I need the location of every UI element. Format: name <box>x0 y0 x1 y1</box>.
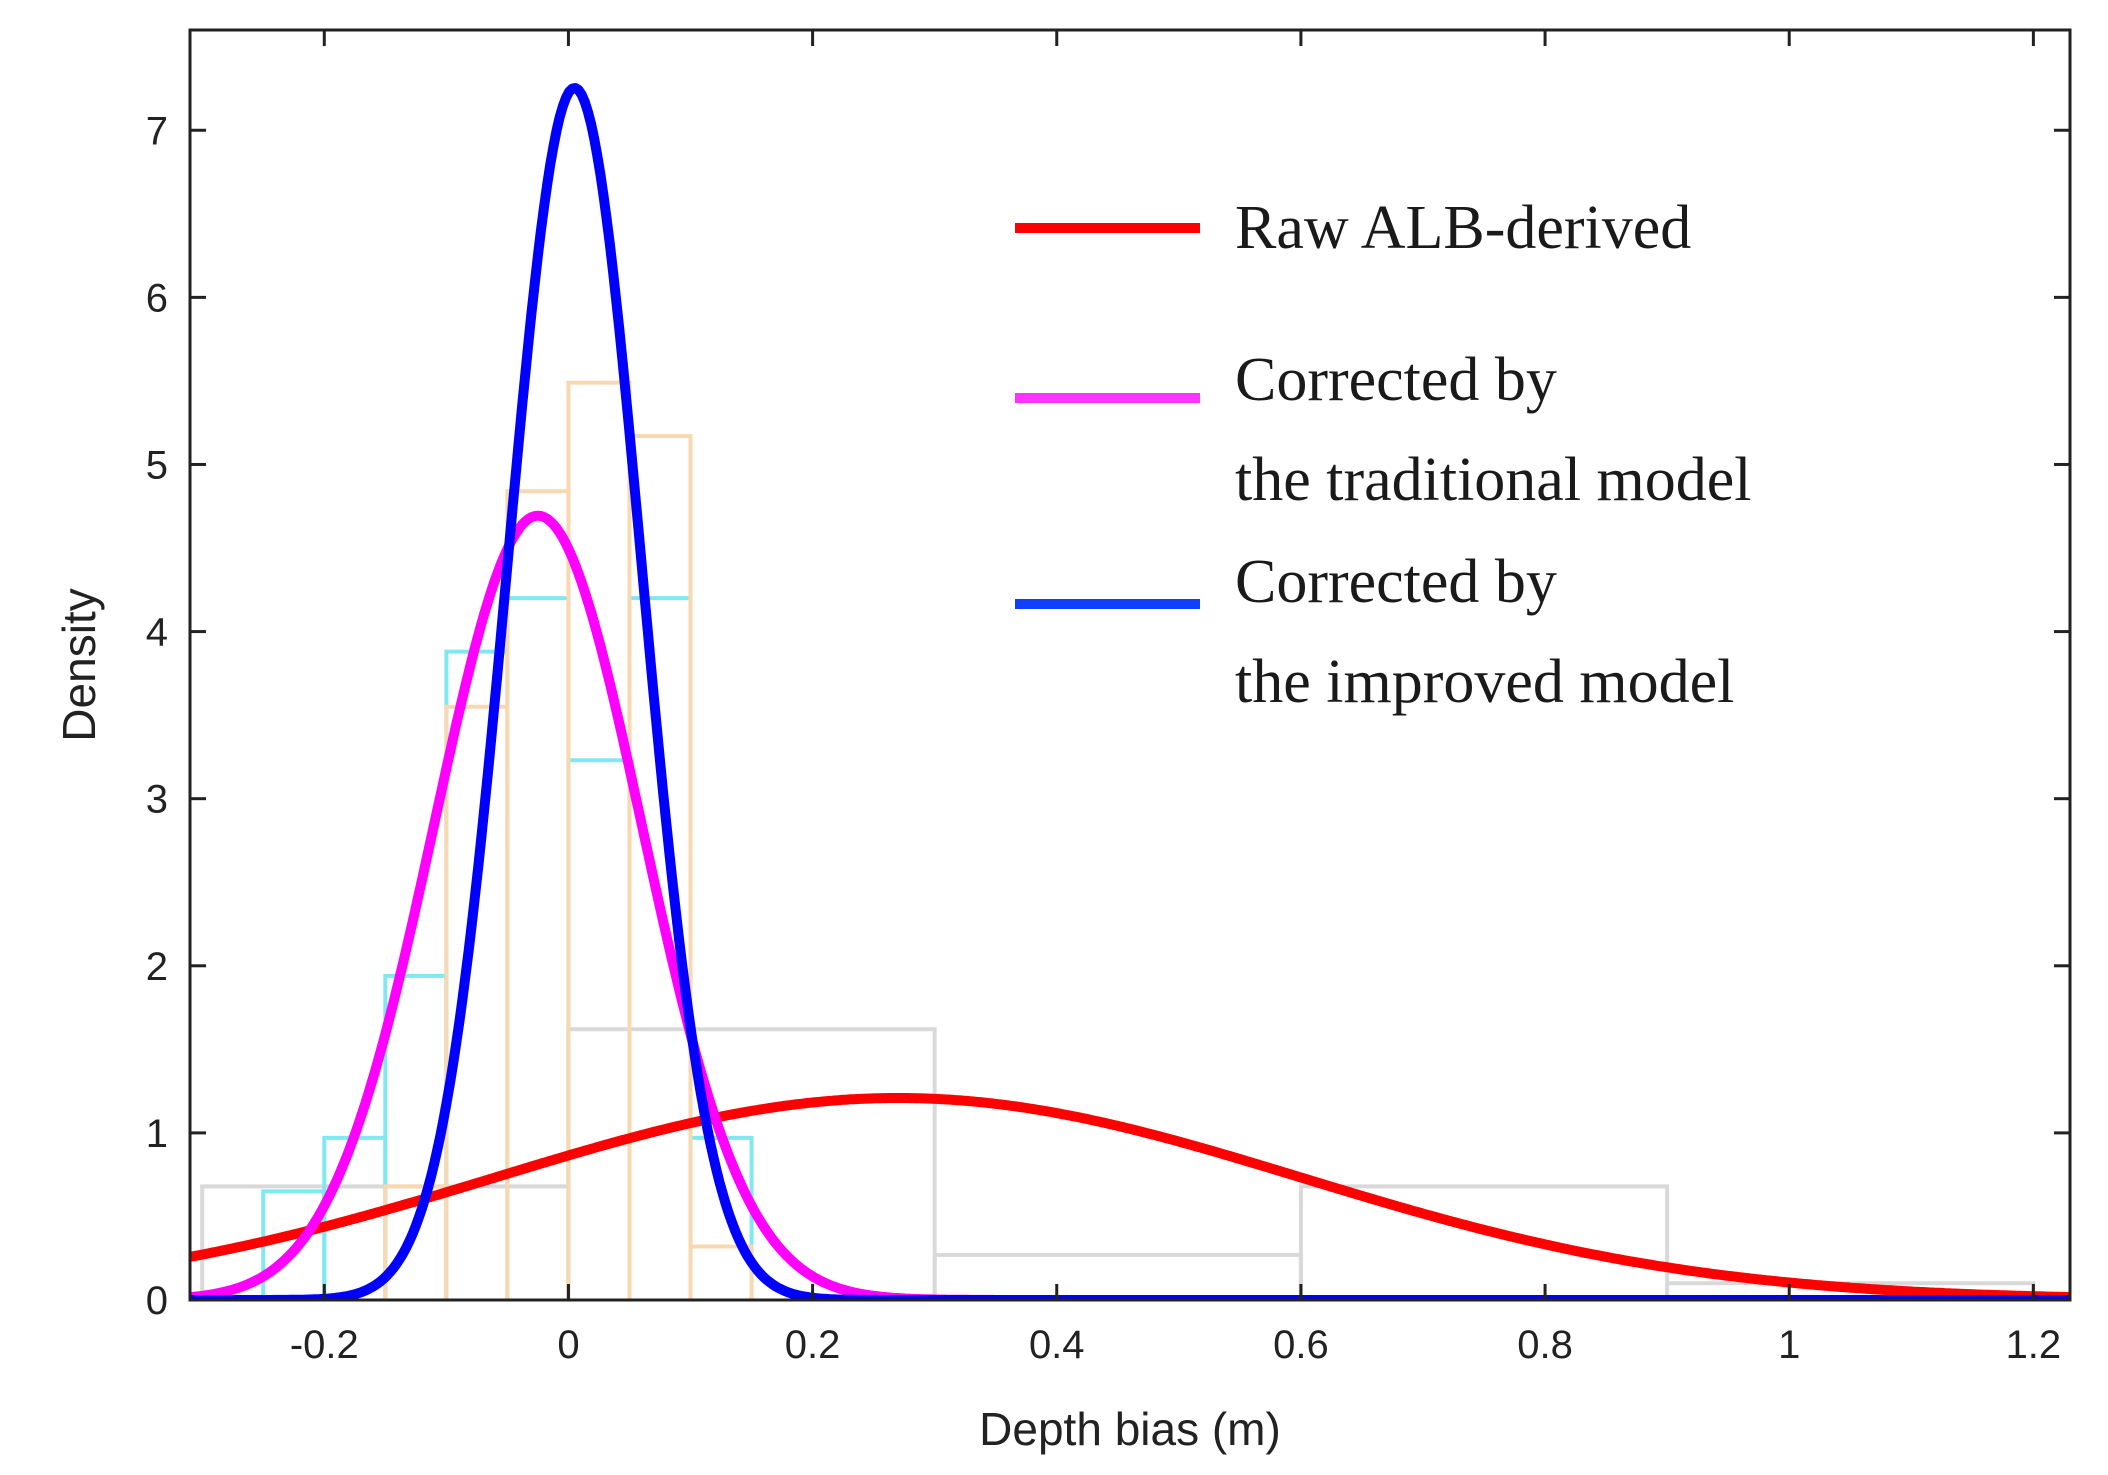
histogram-bar <box>566 380 632 1300</box>
y-tick-label: 1 <box>146 1112 168 1156</box>
x-tick-label: 1.2 <box>2006 1323 2062 1367</box>
legend-label: the improved model <box>1235 648 1734 716</box>
y-tick-label: 2 <box>146 945 168 989</box>
x-tick-label: 0.4 <box>1029 1323 1085 1367</box>
series-line <box>190 83 2070 1300</box>
legend-label: Raw ALB-derived <box>1235 194 1691 262</box>
x-tick-label: 0 <box>557 1323 579 1367</box>
histogram-bar <box>688 1244 754 1300</box>
histogram-bar <box>505 489 571 1300</box>
x-tick-label: 0.8 <box>1517 1323 1573 1367</box>
histogram-bar <box>444 704 510 1300</box>
y-tick-label: 6 <box>146 276 168 320</box>
curve-layer <box>190 83 2070 1300</box>
y-tick-label: 5 <box>146 443 168 487</box>
x-tick-label: 1 <box>1778 1323 1800 1367</box>
y-tick-label: 4 <box>146 611 168 655</box>
histogram-bar <box>505 596 571 1300</box>
y-tick-label: 7 <box>146 109 168 153</box>
y-axis-label: Density <box>53 588 105 741</box>
x-axis-label: Depth bias (m) <box>979 1403 1281 1455</box>
histogram-bar <box>1298 1184 1670 1300</box>
legend-label: Corrected by <box>1235 548 1557 616</box>
legend-label: Corrected by <box>1235 346 1557 414</box>
x-tick-label: 0.6 <box>1273 1323 1329 1367</box>
y-tick-label: 0 <box>146 1279 168 1323</box>
plot-frame <box>188 28 2072 1302</box>
histogram-bar <box>688 1135 754 1300</box>
axis-ticks: -0.2 0 0.2 0.4 0.6 0.8 1 1.2 0 1 2 3 4 5 6 7 <box>146 30 2070 1367</box>
series-line <box>190 1093 2070 1300</box>
histogram-bar <box>932 1252 1303 1300</box>
histogram-bar <box>627 434 693 1300</box>
x-tick-label: 0.2 <box>785 1323 841 1367</box>
legend-label: the traditional model <box>1235 446 1752 514</box>
legend: Raw ALB-derived Corrected by the tradition… <box>1015 194 1752 716</box>
y-tick-label: 3 <box>146 778 168 822</box>
x-tick-label: -0.2 <box>290 1323 359 1367</box>
